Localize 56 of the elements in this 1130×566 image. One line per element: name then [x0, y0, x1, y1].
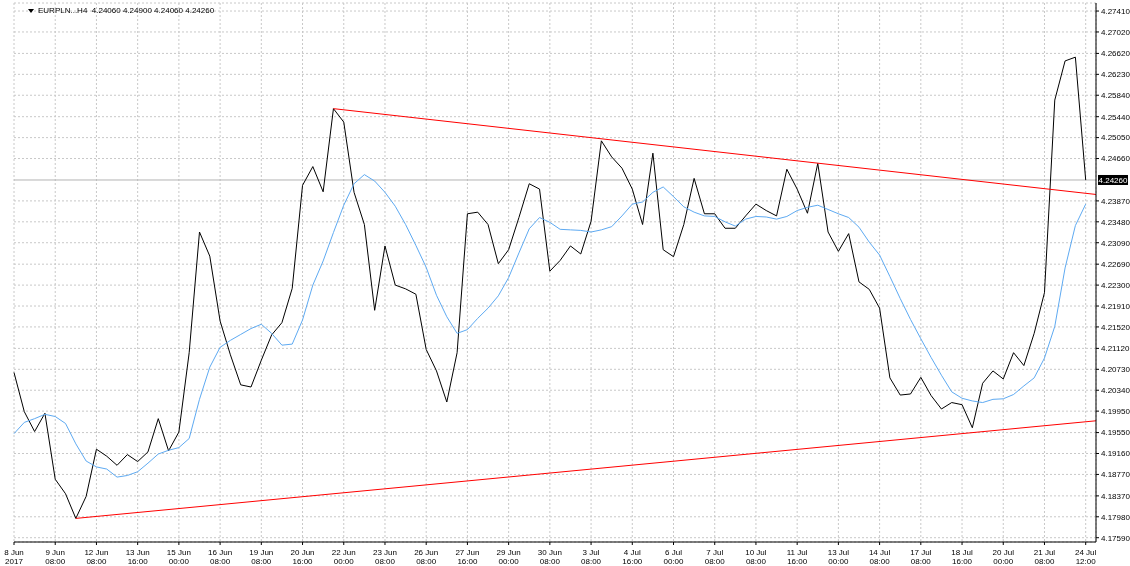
x-tick-label: 18 Jul 16:00	[951, 548, 973, 566]
y-tick-label: 4.19160	[1101, 449, 1130, 459]
y-tick-label: 4.20730	[1101, 365, 1130, 375]
chart-title: EURPLN...H4 4.24060 4.24900 4.24060 4.24260	[38, 6, 215, 15]
y-tick-label: 4.23870	[1101, 196, 1130, 206]
x-tick-label: 10 Jul 08:00	[745, 548, 767, 566]
x-tick-label: 12 Jun 08:00	[84, 548, 109, 566]
x-tick-label: 20 Jun 16:00	[290, 548, 315, 566]
y-tick-label: 4.26230	[1101, 70, 1130, 80]
x-tick-label: 19 Jun 08:00	[249, 548, 274, 566]
line-series	[13, 174, 1087, 478]
y-tick-label: 4.17590	[1101, 533, 1130, 543]
y-tick-label: 4.18370	[1101, 491, 1130, 501]
x-tick-label: 22 Jun 00:00	[331, 548, 356, 566]
x-tick-label: 17 Jul 08:00	[910, 548, 932, 566]
x-tick-label: 13 Jun 16:00	[125, 548, 150, 566]
line-series	[13, 56, 1087, 519]
y-tick-label: 4.21520	[1101, 322, 1130, 332]
y-tick-label: 4.27410	[1101, 6, 1130, 16]
x-tick-label: 29 Jun 00:00	[496, 548, 521, 566]
y-tick-label: 4.27020	[1101, 27, 1130, 37]
x-tick-label: 16 Jun 08:00	[208, 548, 233, 566]
y-tick-label: 4.18770	[1101, 470, 1130, 480]
y-tick-label: 4.22690	[1101, 260, 1130, 270]
y-tick-label: 4.25050	[1101, 133, 1130, 143]
ref-line-label: 4.24260	[1098, 175, 1129, 185]
x-tick-label: 26 Jun 08:00	[414, 548, 439, 566]
x-tick-label: 20 Jul 00:00	[992, 548, 1015, 566]
x-tick-label: 6 Jul 00:00	[663, 548, 685, 566]
x-tick-label: 9 Jun 08:00	[45, 548, 66, 566]
y-tick-label: 4.24660	[1101, 154, 1130, 164]
x-tick-label: 8 Jun 2017	[4, 548, 24, 566]
y-tick-label: 4.26620	[1101, 49, 1130, 59]
x-tick-label: 15 Jun 00:00	[166, 548, 191, 566]
y-tick-label: 4.20340	[1101, 386, 1130, 396]
x-tick-label: 23 Jun 08:00	[372, 548, 397, 566]
x-tick-label: 4 Jul 16:00	[622, 548, 643, 566]
x-tick-label: 21 Jul 08:00	[1033, 548, 1056, 566]
y-tick-label: 4.22300	[1101, 280, 1130, 290]
x-tick-label: 13 Jul 00:00	[827, 548, 850, 566]
x-tick-label: 3 Jul 08:00	[581, 548, 602, 566]
x-tick-label: 7 Jul 08:00	[704, 548, 726, 566]
y-tick-label: 4.25440	[1101, 112, 1130, 122]
x-tick-label: 11 Jul 16:00	[786, 548, 808, 566]
y-tick-label: 4.23090	[1101, 238, 1130, 248]
y-tick-label: 4.21910	[1101, 301, 1130, 311]
x-tick-label: 14 Jul 08:00	[868, 548, 891, 566]
y-tick-label: 4.17980	[1101, 512, 1130, 522]
x-tick-label: 30 Jun 08:00	[537, 548, 562, 566]
y-tick-label: 4.19550	[1101, 428, 1130, 438]
y-tick-label: 4.21120	[1101, 344, 1130, 354]
y-tick-label: 4.23480	[1101, 217, 1130, 227]
y-tick-label: 4.19950	[1101, 406, 1130, 416]
y-tick-label: 4.25840	[1101, 91, 1130, 101]
x-tick-label: 24 Jul 12:00	[1075, 548, 1097, 566]
x-tick-label: 27 Jun 16:00	[455, 548, 480, 566]
